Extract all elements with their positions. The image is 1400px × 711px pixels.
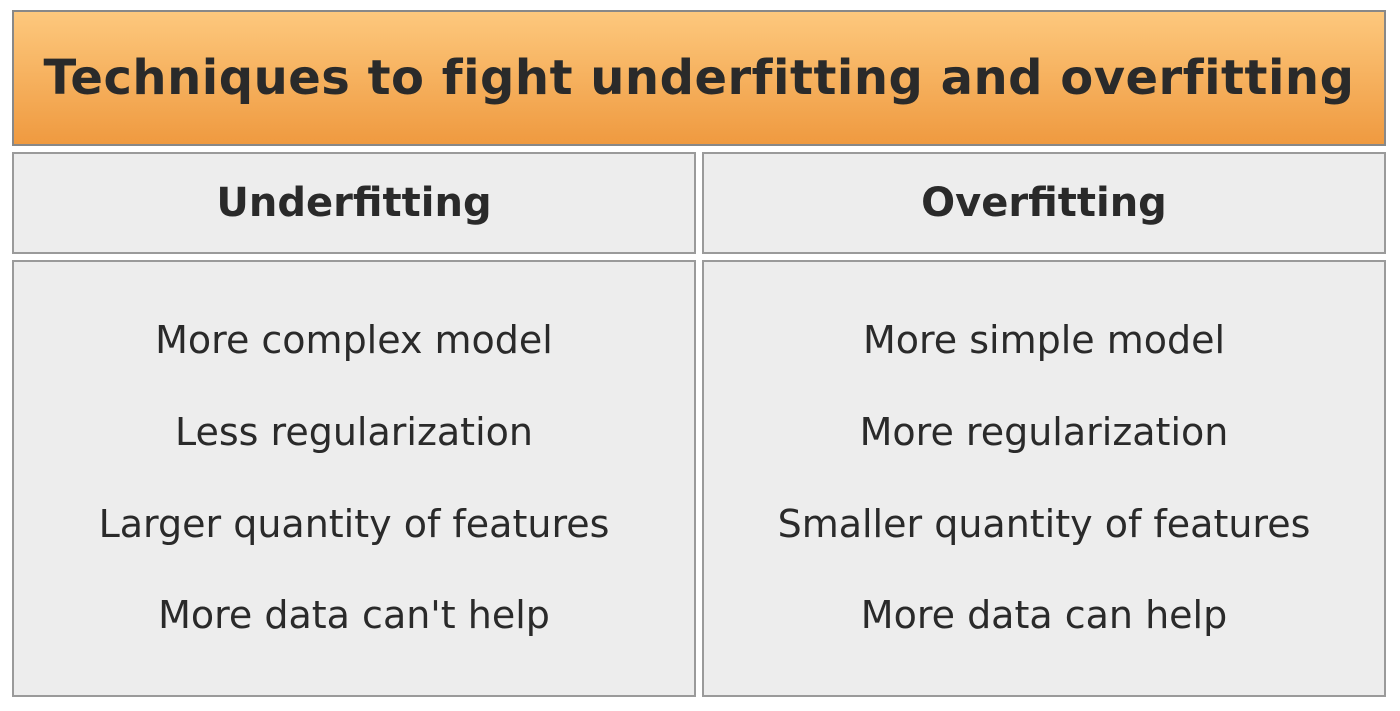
underfitting-cell: More complex model Less regularization L… [12,260,696,697]
column-header-underfitting: Underfitting [12,152,696,254]
techniques-table: Techniques to fight underfitting and ove… [6,4,1392,703]
table-title: Techniques to fight underfitting and ove… [12,10,1386,146]
list-item: More regularization [860,412,1229,454]
list-item: Less regularization [175,412,533,454]
table-wrapper: Techniques to fight underfitting and ove… [0,0,1400,711]
list-item: Smaller quantity of features [778,504,1311,546]
underfitting-list: More complex model Less regularization L… [24,320,684,637]
overfitting-list: More simple model More regularization Sm… [714,320,1374,637]
list-item: More data can't help [158,595,550,637]
column-header-overfitting: Overfitting [702,152,1386,254]
overfitting-cell: More simple model More regularization Sm… [702,260,1386,697]
list-item: More simple model [863,320,1225,362]
list-item: More complex model [155,320,553,362]
list-item: More data can help [861,595,1227,637]
list-item: Larger quantity of features [99,504,610,546]
